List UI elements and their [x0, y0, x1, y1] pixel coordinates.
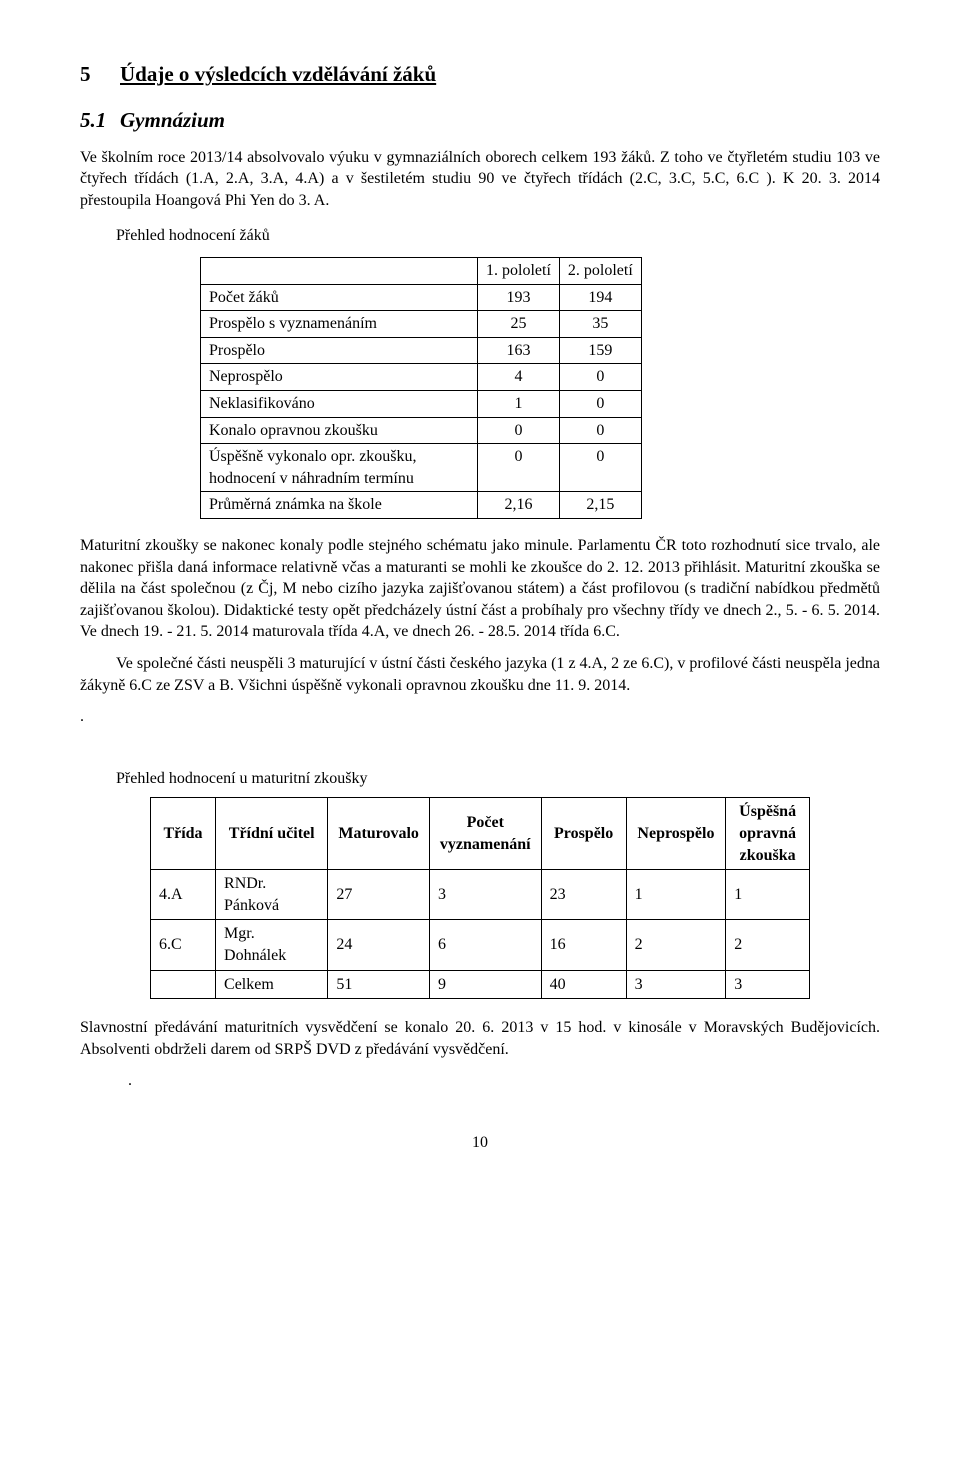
table-row: Konalo opravnou zkoušku00 [201, 417, 642, 444]
col-header: Třídní učitel [216, 798, 328, 870]
table-row: Neklasifikováno10 [201, 391, 642, 418]
table-row: 6.C Mgr. Dohnálek 24 6 16 2 2 [151, 920, 810, 970]
stray-dot: . [80, 706, 880, 728]
col-header: Neprospělo [626, 798, 726, 870]
table-row: Počet žáků193194 [201, 284, 642, 311]
page-number: 10 [80, 1132, 880, 1154]
table-row: Prospělo163159 [201, 337, 642, 364]
maturita-table: Třída Třídní učitel Maturovalo Počet vyz… [150, 797, 810, 999]
table-row: Neprospělo40 [201, 364, 642, 391]
stray-dot-2: . [80, 1070, 880, 1092]
table-row: Celkem 51 9 40 3 3 [151, 970, 810, 999]
section-title: Údaje o výsledcích vzdělávání žáků [120, 62, 436, 86]
section-heading: 5Údaje o výsledcích vzdělávání žáků [80, 60, 880, 88]
grades-table-container: 1. pololetí 2. pololetí Počet žáků193194… [200, 257, 880, 519]
subsection-heading: 5.1Gymnázium [80, 106, 880, 134]
body-paragraph-2: Ve společné části neuspěli 3 maturující … [80, 653, 880, 696]
table-row: Úspěšně vykonalo opr. zkoušku, hodnocení… [201, 444, 642, 492]
table-row: 1. pololetí 2. pololetí [201, 258, 642, 285]
col-header: Maturovalo [328, 798, 430, 870]
section-number: 5 [80, 60, 120, 88]
col-header: Úspěšná opravná zkouška [726, 798, 810, 870]
subsection-number: 5.1 [80, 106, 120, 134]
blank-cell [201, 258, 478, 285]
table-row: Třída Třídní učitel Maturovalo Počet vyz… [151, 798, 810, 870]
table-row: Průměrná známka na škole2,162,15 [201, 492, 642, 519]
closing-paragraph: Slavnostní předávání maturitních vysvědč… [80, 1017, 880, 1060]
table-row: Prospělo s vyznamenáním2535 [201, 311, 642, 338]
overview2-label: Přehled hodnocení u maturitní zkoušky [80, 768, 880, 790]
col-header: Počet vyznamenání [429, 798, 541, 870]
overview-label: Přehled hodnocení žáků [80, 225, 880, 247]
col-header: Třída [151, 798, 216, 870]
col-header: Prospělo [541, 798, 626, 870]
intro-paragraph: Ve školním roce 2013/14 absolvovalo výuk… [80, 147, 880, 212]
body-paragraph-1: Maturitní zkoušky se nakonec konaly podl… [80, 535, 880, 643]
grades-table: 1. pololetí 2. pololetí Počet žáků193194… [200, 257, 642, 519]
col-header: 2. pololetí [559, 258, 641, 285]
subsection-title: Gymnázium [120, 108, 225, 132]
col-header: 1. pololetí [478, 258, 560, 285]
table-row: 4.A RNDr. Pánková 27 3 23 1 1 [151, 870, 810, 920]
